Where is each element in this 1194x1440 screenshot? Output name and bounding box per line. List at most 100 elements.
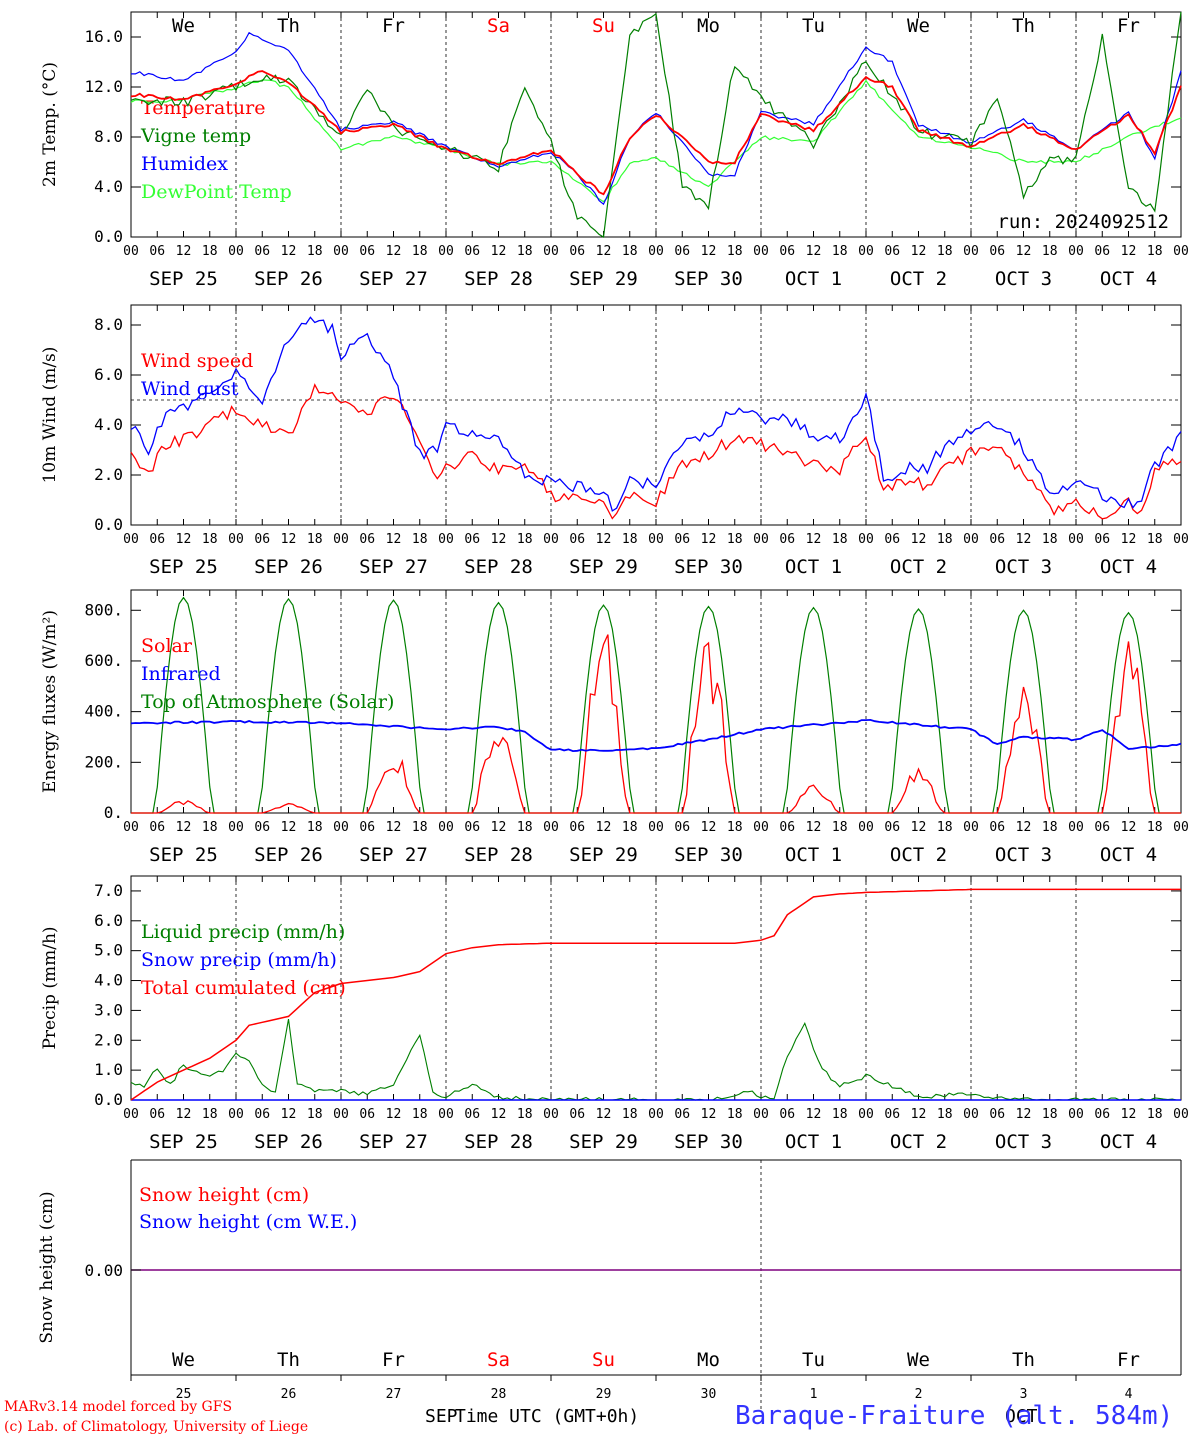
date-label: SEP 26 — [254, 268, 323, 290]
x-tick-label: 06 — [254, 532, 270, 547]
x-tick-label: 12 — [596, 244, 612, 259]
y-tick-label: 4.0 — [94, 177, 123, 196]
legend-blue: Snow precip (mm/h) — [141, 949, 337, 971]
date-label: SEP 28 — [464, 844, 533, 866]
x-tick-label: 00 — [438, 1107, 454, 1122]
x-tick-label: 18 — [1147, 1107, 1163, 1122]
x-tick-label: 00 — [333, 1107, 349, 1122]
x-tick-label: 00 — [228, 244, 244, 259]
x-tick-label: 06 — [569, 532, 585, 547]
x-tick-label: 06 — [254, 820, 270, 835]
x-tick-label: 18 — [832, 244, 848, 259]
date-label: OCT 4 — [1100, 844, 1157, 866]
x-tick-label: 18 — [307, 244, 323, 259]
x-tick-label: 18 — [202, 1107, 218, 1122]
legend-red: Temperature — [141, 97, 265, 119]
date-label: SEP 26 — [254, 1131, 323, 1153]
y-tick-label: 8.0 — [94, 127, 123, 146]
x-tick-label: 18 — [307, 1107, 323, 1122]
x-tick-label: 06 — [254, 1107, 270, 1122]
x-tick-label: 12 — [386, 244, 402, 259]
x-tick-label: 00 — [333, 244, 349, 259]
x-tick-label: 12 — [386, 532, 402, 547]
x-tick-label: 18 — [727, 1107, 743, 1122]
series-green — [130, 11, 1182, 238]
x-tick-label: 18 — [1042, 244, 1058, 259]
footer-credit-2: (c) Lab. of Climatology, University of L… — [4, 1419, 309, 1435]
weekday-label: Fr — [382, 15, 405, 37]
day-number: 28 — [491, 1387, 507, 1402]
weekday-label: We — [172, 1349, 195, 1371]
date-label: OCT 3 — [995, 268, 1052, 290]
day-number: 27 — [386, 1387, 402, 1402]
weekday-label: Sa — [487, 15, 510, 37]
x-tick-label: 12 — [1016, 1107, 1032, 1122]
x-tick-label: 12 — [281, 1107, 297, 1122]
x-tick-label: 00 — [1173, 532, 1189, 547]
weekday-label: Mo — [697, 15, 720, 37]
legend-red: Wind speed — [141, 350, 253, 372]
x-tick-label: 00 — [228, 820, 244, 835]
x-tick-label: 00 — [543, 1107, 559, 1122]
x-tick-label: 06 — [779, 1107, 795, 1122]
y-tick-label: 0.0 — [94, 1090, 123, 1109]
x-tick-label: 18 — [1147, 820, 1163, 835]
x-tick-label: 18 — [1147, 244, 1163, 259]
footer-month-oct: OCT — [1005, 1406, 1038, 1427]
x-tick-label: 00 — [123, 1107, 139, 1122]
x-tick-label: 00 — [228, 1107, 244, 1122]
y-axis-label: Precip (mm/h) — [40, 926, 60, 1049]
footer-credit-1: MARv3.14 model forced by GFS — [4, 1399, 233, 1415]
x-tick-label: 12 — [806, 244, 822, 259]
x-tick-label: 00 — [1068, 532, 1084, 547]
day-number: 26 — [281, 1387, 297, 1402]
x-tick-label: 00 — [438, 820, 454, 835]
date-label: SEP 29 — [569, 268, 638, 290]
x-tick-label: 06 — [359, 1107, 375, 1122]
date-label: OCT 1 — [785, 268, 842, 290]
y-tick-label: 8.0 — [94, 315, 123, 334]
x-tick-label: 06 — [884, 820, 900, 835]
day-number: 3 — [1020, 1387, 1028, 1402]
x-tick-label: 00 — [333, 820, 349, 835]
y-axis-label: 2m Temp. (°C) — [40, 62, 60, 187]
x-tick-label: 18 — [202, 244, 218, 259]
series-red — [130, 383, 1182, 520]
date-label: SEP 27 — [359, 556, 428, 578]
y-tick-label: 600. — [84, 651, 123, 670]
x-tick-label: 00 — [228, 532, 244, 547]
x-tick-label: 18 — [622, 1107, 638, 1122]
x-tick-label: 06 — [989, 1107, 1005, 1122]
x-tick-label: 12 — [1016, 820, 1032, 835]
x-tick-label: 00 — [648, 532, 664, 547]
x-tick-label: 06 — [464, 1107, 480, 1122]
x-tick-label: 18 — [622, 532, 638, 547]
x-tick-label: 12 — [701, 820, 717, 835]
date-label: SEP 26 — [254, 844, 323, 866]
x-tick-label: 06 — [989, 532, 1005, 547]
x-tick-label: 00 — [1173, 820, 1189, 835]
y-axis-label: 10m Wind (m/s) — [40, 347, 60, 484]
x-tick-label: 18 — [202, 532, 218, 547]
weekday-label: Th — [277, 1349, 300, 1371]
x-tick-label: 00 — [858, 532, 874, 547]
x-tick-label: 18 — [937, 244, 953, 259]
x-tick-label: 06 — [359, 820, 375, 835]
x-tick-label: 06 — [149, 820, 165, 835]
date-label: OCT 2 — [890, 268, 947, 290]
x-tick-label: 00 — [123, 532, 139, 547]
x-tick-label: 12 — [911, 820, 927, 835]
x-tick-label: 12 — [176, 820, 192, 835]
y-tick-label: 3.0 — [94, 1000, 123, 1019]
date-label: OCT 3 — [995, 1131, 1052, 1153]
x-tick-label: 00 — [543, 820, 559, 835]
x-tick-label: 00 — [438, 244, 454, 259]
date-label: SEP 27 — [359, 268, 428, 290]
y-tick-label: 800. — [84, 600, 123, 619]
x-tick-label: 00 — [123, 820, 139, 835]
x-tick-label: 12 — [596, 532, 612, 547]
day-number: 25 — [176, 1387, 192, 1402]
x-tick-label: 06 — [779, 244, 795, 259]
x-tick-label: 18 — [832, 1107, 848, 1122]
legend-blue: Infrared — [141, 663, 221, 685]
